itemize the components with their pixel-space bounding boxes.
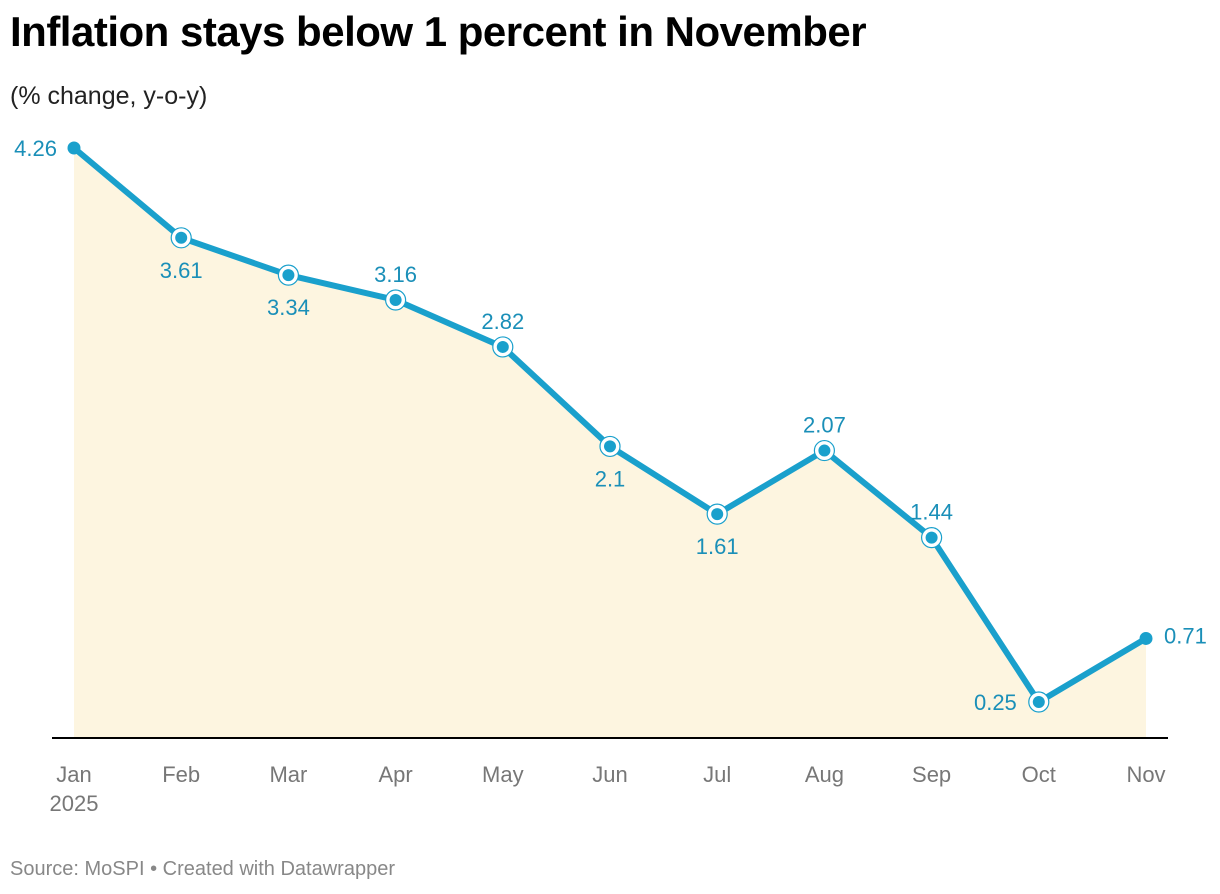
value-label-mar: 3.34 xyxy=(267,295,310,320)
data-point-sep xyxy=(920,526,943,549)
data-point-jan xyxy=(67,141,81,155)
x-tick-label-may: May xyxy=(482,762,524,787)
x-tick-label-nov: Nov xyxy=(1126,762,1165,787)
label-layer: 4.26 3.61 3.34 3.16 2.82 2.1 1.61 2.07 1.44 0.25 0… xyxy=(14,136,1207,715)
data-point-may xyxy=(492,336,514,358)
value-label-jan: 4.26 xyxy=(14,136,57,161)
x-tick-year-label: 2025 xyxy=(50,791,99,816)
data-point-mar xyxy=(277,264,299,286)
value-label-jul: 1.61 xyxy=(696,534,739,559)
data-point-jun xyxy=(599,435,621,458)
chart-subtitle: (% change, y-o-y) xyxy=(10,82,208,110)
x-tick-label-jul: Jul xyxy=(703,762,731,787)
x-tick-label-aug: Aug xyxy=(805,762,844,787)
tick-layer: Jan Feb Mar Apr May Jun Jul Aug Sep Oct Nov 2025 xyxy=(50,762,1166,816)
x-tick-label-apr: Apr xyxy=(378,762,412,787)
value-label-apr: 3.16 xyxy=(374,262,417,287)
data-point-nov xyxy=(1139,631,1153,645)
area-layer xyxy=(74,148,1146,738)
data-point-aug xyxy=(813,439,836,462)
data-point-apr xyxy=(385,289,407,311)
x-tick-label-feb: Feb xyxy=(162,762,200,787)
x-tick-label-jun: Jun xyxy=(592,762,627,787)
value-label-may: 2.82 xyxy=(481,309,524,334)
x-tick-label-jan: Jan xyxy=(56,762,91,787)
credit-link[interactable]: Created with Datawrapper xyxy=(162,858,395,880)
marker-layer xyxy=(67,141,1153,713)
x-tick-label-oct: Oct xyxy=(1022,762,1056,787)
value-label-nov: 0.71 xyxy=(1164,623,1207,648)
value-label-feb: 3.61 xyxy=(160,258,203,283)
data-point-feb xyxy=(170,227,192,249)
data-point-jul xyxy=(706,503,728,525)
x-tick-label-sep: Sep xyxy=(912,762,951,787)
footer-separator: • xyxy=(150,858,158,880)
chart-title: Inflation stays below 1 percent in Novem… xyxy=(10,8,867,55)
value-label-oct: 0.25 xyxy=(974,690,1017,715)
footer: Source: MoSPI • Created with Datawrapper xyxy=(10,858,395,881)
source-note: Source: MoSPI xyxy=(10,858,145,880)
x-tick-label-mar: Mar xyxy=(269,762,307,787)
value-label-aug: 2.07 xyxy=(803,413,846,438)
data-point-oct xyxy=(1028,691,1050,713)
value-label-sep: 1.44 xyxy=(910,500,953,525)
area-fill xyxy=(74,148,1146,738)
value-label-jun: 2.1 xyxy=(595,466,626,491)
